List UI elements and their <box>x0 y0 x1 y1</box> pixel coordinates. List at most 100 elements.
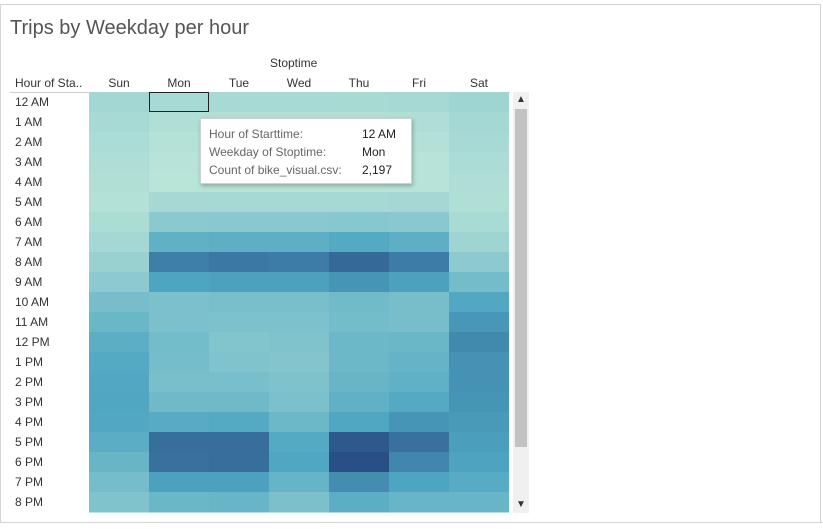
heatmap-cell[interactable] <box>389 432 449 453</box>
heatmap-cell[interactable] <box>329 412 389 433</box>
column-label-thu[interactable]: Thu <box>348 76 370 90</box>
heatmap-cell[interactable] <box>449 472 509 493</box>
heatmap-cell[interactable] <box>89 412 149 433</box>
heatmap-cell[interactable] <box>389 392 449 413</box>
heatmap-cell[interactable] <box>269 232 329 253</box>
row-label-3-am[interactable]: 3 AM <box>15 155 43 169</box>
heatmap-cell[interactable] <box>149 172 209 193</box>
heatmap-cell[interactable] <box>329 432 389 453</box>
heatmap-cell[interactable] <box>209 472 269 493</box>
heatmap-cell[interactable] <box>149 352 209 373</box>
heatmap-cell[interactable] <box>269 292 329 313</box>
heatmap-cell[interactable] <box>89 332 149 353</box>
heatmap-cell[interactable] <box>89 352 149 373</box>
heatmap-cell[interactable] <box>149 312 209 333</box>
heatmap-cell[interactable] <box>89 152 149 173</box>
heatmap-cell[interactable] <box>89 92 149 113</box>
heatmap-cell[interactable] <box>449 412 509 433</box>
heatmap-cell[interactable] <box>89 432 149 453</box>
heatmap-cell[interactable] <box>269 432 329 453</box>
row-label-7-pm[interactable]: 7 PM <box>15 475 44 489</box>
row-label-10-am[interactable]: 10 AM <box>15 295 50 309</box>
row-label-1-am[interactable]: 1 AM <box>15 115 43 129</box>
heatmap-cell[interactable] <box>89 132 149 153</box>
heatmap-cell[interactable] <box>389 92 449 113</box>
heatmap-cell[interactable] <box>269 412 329 433</box>
heatmap-cell[interactable] <box>269 392 329 413</box>
column-label-tue[interactable]: Tue <box>228 76 250 90</box>
row-label-2-am[interactable]: 2 AM <box>15 135 43 149</box>
column-label-fri[interactable]: Fri <box>412 76 426 90</box>
heatmap-cell[interactable] <box>149 192 209 213</box>
heatmap-cell[interactable] <box>449 292 509 313</box>
heatmap-cell[interactable] <box>269 252 329 273</box>
heatmap-cell[interactable] <box>209 412 269 433</box>
heatmap-cell[interactable] <box>449 192 509 213</box>
row-label-6-am[interactable]: 6 AM <box>15 215 43 229</box>
vertical-scrollbar[interactable]: ▲ ▼ <box>513 92 529 513</box>
heatmap-cell[interactable] <box>209 292 269 313</box>
heatmap-cell[interactable] <box>329 492 389 513</box>
heatmap-cell[interactable] <box>449 492 509 513</box>
scroll-up-icon[interactable]: ▲ <box>516 94 526 105</box>
heatmap-cell[interactable] <box>329 92 389 113</box>
heatmap-cell[interactable] <box>149 272 209 293</box>
row-axis-header[interactable]: Hour of Sta.. <box>15 76 83 90</box>
heatmap-cell[interactable] <box>269 372 329 393</box>
heatmap-cell[interactable] <box>329 192 389 213</box>
row-label-8-pm[interactable]: 8 PM <box>15 495 44 509</box>
heatmap-cell[interactable] <box>149 132 209 153</box>
heatmap-cell[interactable] <box>89 212 149 233</box>
column-label-sun[interactable]: Sun <box>108 76 130 90</box>
heatmap-cell[interactable] <box>149 412 209 433</box>
heatmap-cell[interactable] <box>269 272 329 293</box>
heatmap-cell[interactable] <box>209 452 269 473</box>
heatmap-cell[interactable] <box>89 312 149 333</box>
heatmap-cell[interactable] <box>449 152 509 173</box>
heatmap-cell[interactable] <box>449 212 509 233</box>
heatmap-cell[interactable] <box>209 92 269 113</box>
column-label-mon[interactable]: Mon <box>167 76 191 90</box>
heatmap-cell[interactable] <box>209 212 269 233</box>
heatmap-cell[interactable] <box>149 492 209 513</box>
heatmap-cell[interactable] <box>389 272 449 293</box>
heatmap-cell[interactable] <box>89 112 149 133</box>
heatmap-cell[interactable] <box>89 452 149 473</box>
heatmap-cell[interactable] <box>209 432 269 453</box>
heatmap-cell[interactable] <box>269 492 329 513</box>
heatmap-cell[interactable] <box>329 352 389 373</box>
heatmap-cell[interactable] <box>149 92 209 113</box>
heatmap-cell[interactable] <box>89 192 149 213</box>
heatmap-cell[interactable] <box>149 472 209 493</box>
heatmap-cell[interactable] <box>269 452 329 473</box>
heatmap-cell[interactable] <box>449 352 509 373</box>
heatmap-cell[interactable] <box>389 472 449 493</box>
row-label-4-am[interactable]: 4 AM <box>15 175 43 189</box>
heatmap-cell[interactable] <box>269 92 329 113</box>
heatmap-cell[interactable] <box>449 392 509 413</box>
heatmap-cell[interactable] <box>209 192 269 213</box>
heatmap-cell[interactable] <box>389 212 449 233</box>
heatmap-cell[interactable] <box>449 252 509 273</box>
heatmap-cell[interactable] <box>89 472 149 493</box>
heatmap-cell[interactable] <box>209 332 269 353</box>
heatmap-cell[interactable] <box>149 372 209 393</box>
heatmap-cell[interactable] <box>89 392 149 413</box>
heatmap-cell[interactable] <box>209 392 269 413</box>
heatmap-cell[interactable] <box>89 252 149 273</box>
row-label-6-pm[interactable]: 6 PM <box>15 455 44 469</box>
heatmap-cell[interactable] <box>269 212 329 233</box>
heatmap-cell[interactable] <box>149 452 209 473</box>
heatmap-cell[interactable] <box>209 372 269 393</box>
heatmap-cell[interactable] <box>449 452 509 473</box>
heatmap-cell[interactable] <box>329 372 389 393</box>
heatmap-cell[interactable] <box>269 192 329 213</box>
heatmap-cell[interactable] <box>329 292 389 313</box>
heatmap-cell[interactable] <box>329 332 389 353</box>
heatmap-cell[interactable] <box>89 172 149 193</box>
heatmap-cell[interactable] <box>269 352 329 373</box>
heatmap-cell[interactable] <box>209 312 269 333</box>
row-label-3-pm[interactable]: 3 PM <box>15 395 44 409</box>
heatmap-cell[interactable] <box>329 472 389 493</box>
heatmap-cell[interactable] <box>449 132 509 153</box>
